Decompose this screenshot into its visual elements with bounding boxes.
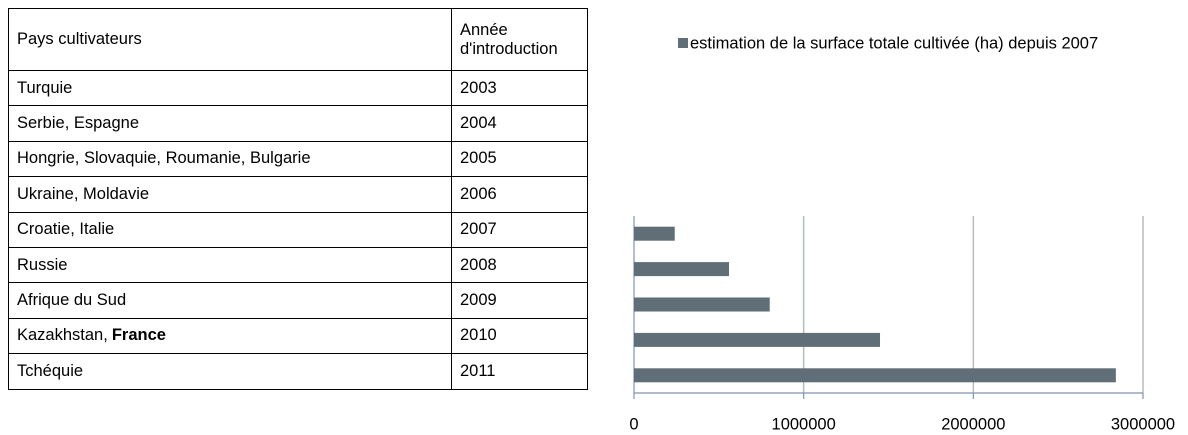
table-row: Croatie, Italie 2007 bbox=[8, 211, 588, 248]
table-cell: Afrique du Sud bbox=[8, 282, 452, 319]
legend-swatch bbox=[678, 38, 688, 48]
table-row: Turquie 2003 bbox=[8, 69, 588, 107]
table: Pays cultivateurs Année d'introduction Turq… bbox=[8, 8, 588, 390]
cell-text: Année bbox=[460, 20, 508, 39]
header-row: Pays cultivateurs Année d'introduction bbox=[8, 8, 588, 71]
table-row: Afrique du Sud 2009 bbox=[8, 282, 588, 319]
bar bbox=[634, 226, 675, 241]
bar bbox=[634, 297, 770, 312]
table-cell: 2011 bbox=[451, 353, 588, 390]
table-cell: 2005 bbox=[451, 140, 588, 178]
table-cell: 2007 bbox=[451, 211, 588, 248]
table-cell: Pays cultivateurs bbox=[8, 8, 452, 71]
bar bbox=[634, 332, 881, 347]
table-row: Serbie, Espagne 2004 bbox=[8, 105, 588, 142]
table-row: Hongrie, Slovaquie, Roumanie, Bulgarie 20… bbox=[8, 140, 588, 178]
table-cell: 2006 bbox=[451, 176, 588, 213]
cell-text: d'introduction bbox=[460, 39, 558, 58]
x-tick-label: 0 bbox=[629, 415, 638, 433]
table-cell: Russie bbox=[8, 246, 452, 284]
x-tick-label: 1000000 bbox=[772, 415, 836, 433]
bar bbox=[634, 262, 730, 277]
table-cell: Kazakhstan, France bbox=[8, 317, 452, 355]
table-cell: Croatie, Italie bbox=[8, 211, 452, 248]
table-cell: Hongrie, Slovaquie, Roumanie, Bulgarie bbox=[8, 140, 452, 178]
table-row: Tchéquie 2011 bbox=[8, 353, 588, 390]
table-body: Pays cultivateurs Année d'introduction Turq… bbox=[8, 8, 588, 390]
table-cell: Tchéquie bbox=[8, 353, 452, 390]
table-cell: Turquie bbox=[8, 69, 452, 107]
x-tick-label: 2000000 bbox=[941, 415, 1005, 433]
legend-label: estimation de la surface totale cultivée… bbox=[690, 34, 1098, 52]
table-cell: 2010 bbox=[451, 317, 588, 355]
cell-text: France bbox=[111, 326, 166, 345]
cell-text: Kazakhstan, bbox=[17, 326, 108, 345]
table-cell: 2003 bbox=[451, 69, 588, 107]
bar bbox=[634, 368, 1116, 383]
x-tick-label: 3000000 bbox=[1111, 415, 1175, 433]
table-cell: 2009 bbox=[451, 282, 588, 319]
table-row: Kazakhstan, France 2010 bbox=[8, 317, 588, 355]
table-cell: Serbie, Espagne bbox=[8, 105, 452, 142]
table-cell: 2008 bbox=[451, 246, 588, 284]
table-cell: Année d'introduction bbox=[451, 8, 588, 71]
table-row: Russie 2008 bbox=[8, 246, 588, 284]
